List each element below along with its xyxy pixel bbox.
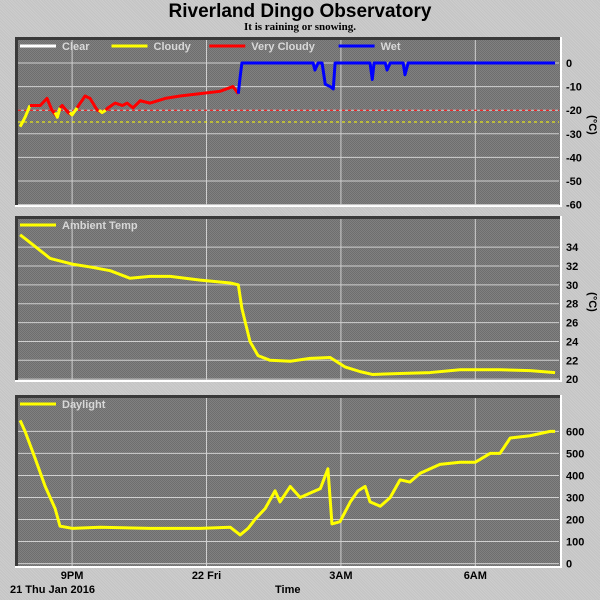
y-tick-label: 30 [566,280,578,292]
y-tick-label: 20 [566,374,578,386]
y-tick-label: 400 [566,470,584,482]
y-tick-label: 32 [566,261,578,273]
y-unit-label: (°C) [586,292,598,312]
series-line [29,96,59,119]
daylight-panel: 600 500 400 300 200 100 0 Daylight [15,395,584,571]
y-tick-label: -30 [566,129,582,141]
plot-area [15,216,560,380]
x-axis-label: Time [275,584,301,596]
series-line [104,85,240,112]
legend-label: Cloudy [154,41,192,53]
y-tick-label: 0 [566,559,572,571]
legend-label: Clear [62,41,90,53]
y-tick-label: 26 [566,318,578,330]
panel-top-edge [15,37,560,40]
legend-label: Very Cloudy [251,41,315,53]
y-tick-label: -60 [566,200,582,212]
y-tick-label: 300 [566,492,584,504]
plot-area [15,395,560,566]
y-tick-label: -10 [566,82,582,94]
x-tick-label: 9PM [60,570,84,582]
cloud-panel: 0 -10 -20 -30 -40 -50 -60 Clear Cloudy Very Cloud… [15,37,598,212]
panel-top-edge [15,216,560,219]
weather-status: It is raining or snowing. [244,21,356,33]
y-tick-label: 24 [566,336,579,348]
series-line [98,108,107,115]
series-line [68,106,79,117]
y-tick-label: 200 [566,515,584,527]
y-tick-label: 22 [566,355,578,367]
plot-area [15,37,560,205]
page-title: Riverland Dingo Observatory [168,1,432,22]
y-tick-label: 100 [566,537,584,549]
series-line [236,61,556,94]
y-tick-label: -20 [566,105,582,117]
x-tick-label: 22 Fri [191,570,222,582]
legend-label: Wet [381,41,401,53]
y-tick-label: -40 [566,152,582,164]
x-tick-label: 6AM [463,570,487,582]
y-tick-label: 600 [566,426,584,438]
y-tick-label: 500 [566,448,584,460]
y-tick-label: 28 [566,299,578,311]
panel-top-edge [15,395,560,398]
series-line [19,233,556,376]
legend-label: Ambient Temp [62,220,138,232]
ambient-temp-panel: 34 32 30 28 26 24 22 20 Ambient Temp (°C) [15,216,598,386]
legend-label: Daylight [62,399,106,411]
series-line [18,104,32,128]
x-tick-label: 3AM [329,570,353,582]
panel-left-edge [15,395,18,566]
date-label: 21 Thu Jan 2016 [10,584,95,596]
y-tick-label: 0 [566,58,572,70]
panel-left-edge [15,216,18,380]
series-line [18,419,556,537]
panel-left-edge [15,37,18,205]
y-tick-label: 34 [566,242,579,254]
y-unit-label: (°C) [586,115,598,135]
series-line [53,107,62,119]
y-tick-label: -50 [566,176,582,188]
